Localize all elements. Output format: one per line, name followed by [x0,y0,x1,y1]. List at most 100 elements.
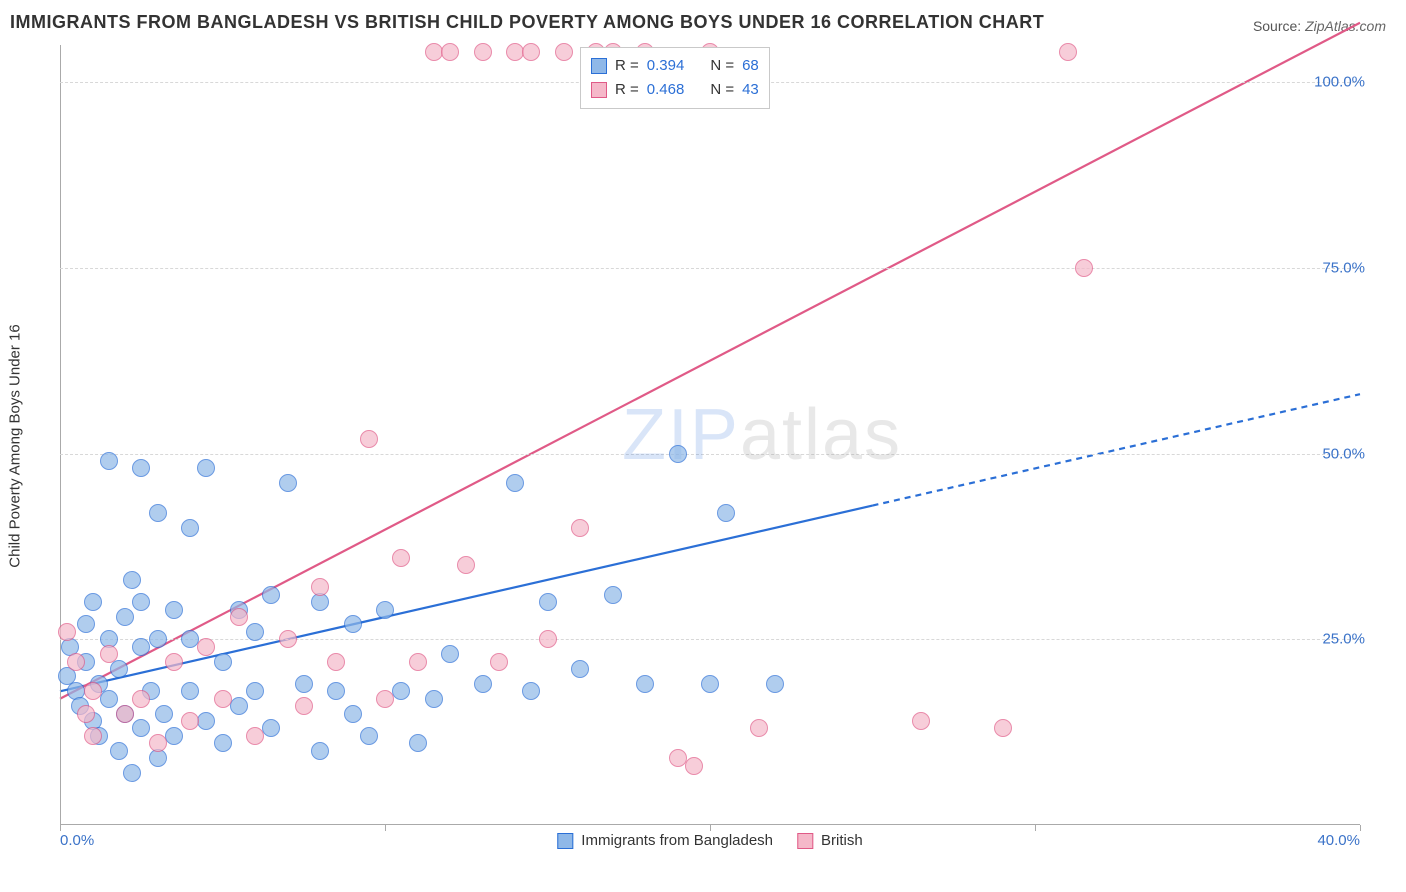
legend-r-value-pink: 0.468 [647,78,685,102]
legend-swatch-blue [591,58,607,74]
scatter-point-pink [685,757,703,775]
scatter-point-blue [246,623,264,641]
trendline-pink [60,23,1360,699]
scatter-point-pink [441,43,459,61]
scatter-point-pink [539,630,557,648]
scatter-point-pink [197,638,215,656]
series-legend-label-pink: British [821,832,863,849]
scatter-point-pink [149,734,167,752]
source-name: ZipAtlas.com [1305,18,1386,34]
scatter-point-blue [123,764,141,782]
legend-n-label: N = [710,78,734,102]
legend-n-value-blue: 68 [742,54,759,78]
watermark: ZIPatlas [622,394,902,476]
legend-n-label: N = [710,54,734,78]
scatter-point-blue [262,719,280,737]
scatter-point-blue [392,682,410,700]
scatter-point-blue [132,459,150,477]
scatter-point-blue [110,742,128,760]
scatter-point-blue [165,601,183,619]
trendline-blue-extrapolated [873,394,1361,505]
y-axis-line [60,45,61,825]
scatter-point-pink [555,43,573,61]
scatter-point-blue [165,727,183,745]
scatter-point-blue [701,675,719,693]
legend-row-pink: R = 0.468 N = 43 [591,78,759,102]
chart-title: IMMIGRANTS FROM BANGLADESH VS BRITISH CH… [10,12,1044,33]
scatter-point-pink [457,556,475,574]
scatter-point-pink [84,682,102,700]
scatter-point-blue [474,675,492,693]
series-legend-label-blue: Immigrants from Bangladesh [581,832,773,849]
scatter-point-blue [311,742,329,760]
scatter-point-pink [295,697,313,715]
scatter-point-blue [717,504,735,522]
legend-r-label: R = [615,78,639,102]
scatter-point-pink [230,608,248,626]
scatter-point-blue [149,504,167,522]
scatter-point-pink [1059,43,1077,61]
legend-row-blue: R =0.394N =68 [591,54,759,78]
legend-r-value-blue: 0.394 [647,54,685,78]
scatter-point-pink [360,430,378,448]
scatter-point-blue [214,653,232,671]
scatter-point-blue [571,660,589,678]
legend-n-value-pink: 43 [742,78,759,102]
y-tick-label: 75.0% [1322,259,1365,276]
scatter-point-blue [279,474,297,492]
scatter-point-blue [155,705,173,723]
scatter-point-pink [376,690,394,708]
scatter-point-blue [636,675,654,693]
scatter-point-pink [327,653,345,671]
scatter-point-pink [214,690,232,708]
y-axis-label: Child Poverty Among Boys Under 16 [7,324,24,567]
scatter-point-pink [165,653,183,671]
scatter-point-pink [490,653,508,671]
x-tick-mark [1035,825,1036,831]
x-tick-label: 40.0% [1317,832,1360,849]
x-tick-mark [710,825,711,831]
scatter-point-blue [669,445,687,463]
scatter-point-blue [116,608,134,626]
y-tick-label: 50.0% [1322,445,1365,462]
scatter-point-blue [100,690,118,708]
scatter-point-blue [149,630,167,648]
scatter-point-blue [766,675,784,693]
scatter-point-pink [246,727,264,745]
scatter-point-pink [58,623,76,641]
x-tick-mark [1360,825,1361,831]
scatter-point-pink [67,653,85,671]
x-tick-mark [60,825,61,831]
scatter-point-pink [84,727,102,745]
scatter-point-blue [214,734,232,752]
y-tick-label: 25.0% [1322,631,1365,648]
scatter-point-pink [474,43,492,61]
source-attribution: Source: ZipAtlas.com [1253,18,1386,34]
scatter-point-blue [604,586,622,604]
legend-swatch-pink [797,833,813,849]
scatter-point-blue [425,690,443,708]
series-legend-item-pink: British [797,832,863,849]
scatter-point-blue [360,727,378,745]
scatter-point-pink [750,719,768,737]
scatter-point-pink [311,578,329,596]
scatter-point-blue [409,734,427,752]
trend-lines-layer [60,45,1360,825]
scatter-point-pink [77,705,95,723]
legend-swatch-blue [557,833,573,849]
correlation-legend: R = 0.394 N = 68R = 0.468 N = 43 [580,47,770,109]
scatter-point-blue [522,682,540,700]
scatter-point-pink [279,630,297,648]
scatter-point-pink [571,519,589,537]
scatter-point-blue [84,593,102,611]
scatter-point-pink [181,712,199,730]
series-legend: Immigrants from Bangladesh British [557,832,862,849]
scatter-point-blue [100,452,118,470]
scatter-point-blue [506,474,524,492]
chart-plot-area: 25.0%50.0%75.0%100.0%0.0%40.0%ZIPatlasR … [60,45,1360,825]
scatter-point-pink [392,549,410,567]
scatter-point-blue [246,682,264,700]
scatter-point-pink [116,705,134,723]
x-tick-mark [385,825,386,831]
scatter-point-pink [132,690,150,708]
